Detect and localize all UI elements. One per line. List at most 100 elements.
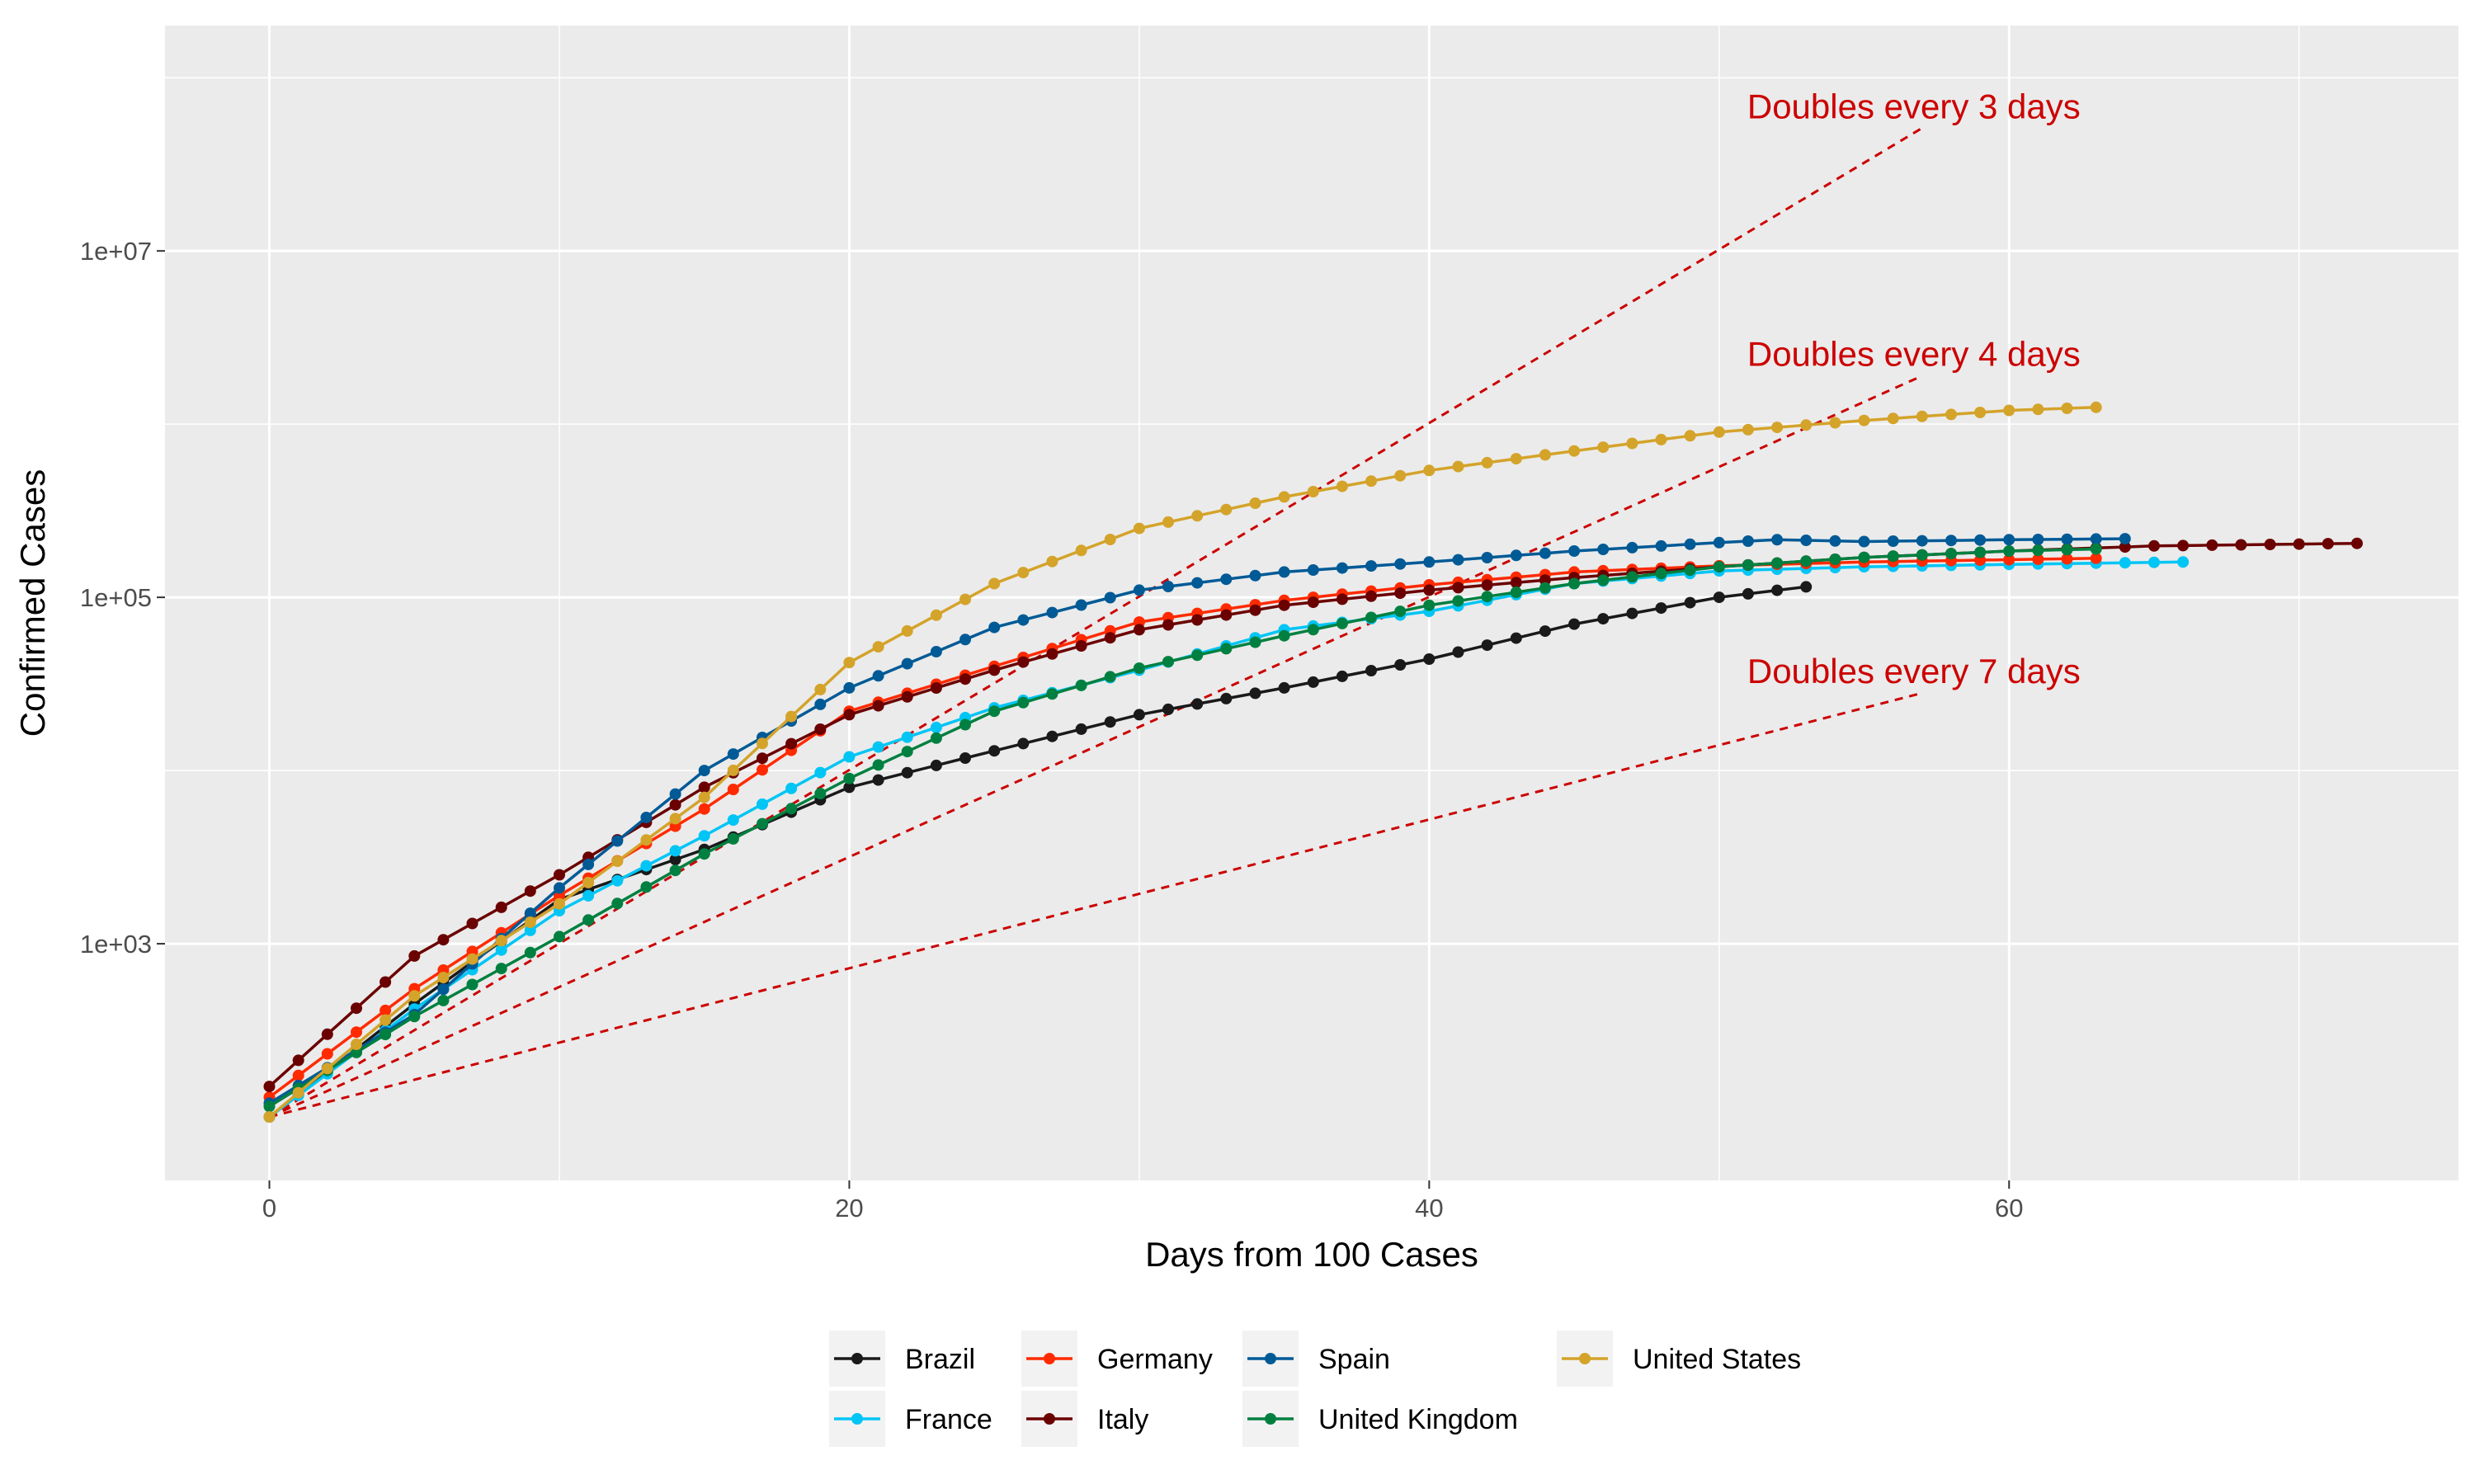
data-point [1423, 653, 1436, 665]
legend-label: United Kingdom [1318, 1404, 1518, 1435]
data-point [988, 664, 1001, 676]
data-point [437, 994, 450, 1006]
series-united-kingdom [263, 543, 2102, 1113]
legend-key-point [1579, 1353, 1591, 1364]
reference-annotations: Doubles every 3 days Doubles every 4 days… [1747, 87, 2081, 690]
data-point [1771, 534, 1784, 546]
data-point [351, 1026, 362, 1039]
data-point [495, 901, 507, 913]
data-point [524, 916, 536, 928]
data-point [698, 781, 710, 794]
legend-item: Brazil [829, 1331, 975, 1387]
data-point [1510, 632, 1522, 644]
data-point [1539, 625, 1551, 638]
y-tick-label: 1e+07 [80, 237, 152, 266]
data-point [1684, 596, 1696, 609]
reference-line [268, 375, 1923, 1119]
data-point [1858, 414, 1870, 426]
data-point [380, 1004, 392, 1016]
legend-key-point [851, 1413, 863, 1425]
data-point [1684, 430, 1696, 442]
data-point [988, 621, 1001, 634]
data-point [814, 788, 827, 799]
data-point [1916, 535, 1928, 547]
data-point [263, 1111, 276, 1123]
data-point [843, 657, 856, 669]
data-point [1104, 632, 1116, 644]
data-point [2148, 539, 2160, 552]
data-point [1046, 648, 1058, 660]
data-point [1017, 567, 1030, 579]
legend-label: France [905, 1404, 992, 1435]
data-point [1539, 582, 1551, 594]
data-point [1597, 544, 1610, 555]
data-point [1365, 611, 1377, 624]
data-point [757, 752, 768, 765]
data-point [408, 949, 421, 962]
data-point [872, 641, 884, 653]
data-point [1742, 587, 1754, 600]
data-point [1162, 516, 1174, 528]
data-point [1539, 547, 1551, 559]
data-point [1017, 614, 1030, 626]
data-point [2003, 545, 2015, 557]
data-point [1481, 639, 1493, 652]
data-point [2177, 556, 2190, 568]
data-point [669, 845, 681, 857]
data-point [669, 788, 681, 800]
data-point [843, 772, 856, 784]
data-point [1307, 564, 1319, 576]
data-point [843, 751, 856, 763]
data-point [814, 683, 827, 695]
data-point [872, 670, 884, 682]
series-united-states [263, 401, 2102, 1123]
data-point [843, 681, 856, 694]
data-point [1452, 646, 1464, 658]
data-point [2119, 533, 2131, 545]
data-point [2351, 537, 2363, 549]
data-point [1713, 561, 1725, 573]
data-point [437, 934, 450, 946]
data-point [1713, 536, 1725, 549]
data-point [1655, 539, 1667, 552]
data-point [757, 737, 768, 750]
data-point [1365, 665, 1377, 676]
data-point [1307, 486, 1319, 497]
data-point [582, 889, 595, 902]
data-point [1423, 556, 1436, 568]
data-point [1829, 417, 1841, 429]
data-point [698, 803, 710, 815]
data-point [1568, 545, 1581, 557]
data-point [1336, 593, 1348, 605]
data-point [1568, 618, 1581, 630]
data-point [1945, 408, 1957, 421]
data-point [1249, 636, 1261, 648]
data-point [1887, 550, 1899, 563]
data-point [1220, 573, 1233, 586]
data-point [1858, 535, 1870, 548]
data-point [1307, 596, 1319, 609]
data-point [1278, 599, 1290, 611]
data-point [2061, 544, 2073, 556]
legend-label: United States [1633, 1344, 1801, 1375]
data-point [930, 646, 942, 657]
data-point [1481, 591, 1493, 603]
data-point [2003, 534, 2015, 546]
x-tick-label: 20 [835, 1194, 863, 1223]
data-point [408, 1011, 421, 1023]
data-point [1916, 549, 1928, 561]
data-point [1742, 535, 1754, 547]
data-point [1365, 560, 1377, 572]
data-point [1162, 703, 1174, 715]
data-point [1075, 640, 1087, 652]
data-point [292, 1069, 304, 1081]
data-point [611, 874, 624, 887]
x-tick-label: 40 [1415, 1194, 1443, 1223]
data-point [959, 673, 971, 685]
data-point [1423, 584, 1436, 596]
data-point [930, 732, 942, 744]
data-point [524, 885, 536, 897]
data-point [466, 978, 478, 991]
data-point [524, 946, 536, 959]
data-point [1336, 670, 1348, 682]
